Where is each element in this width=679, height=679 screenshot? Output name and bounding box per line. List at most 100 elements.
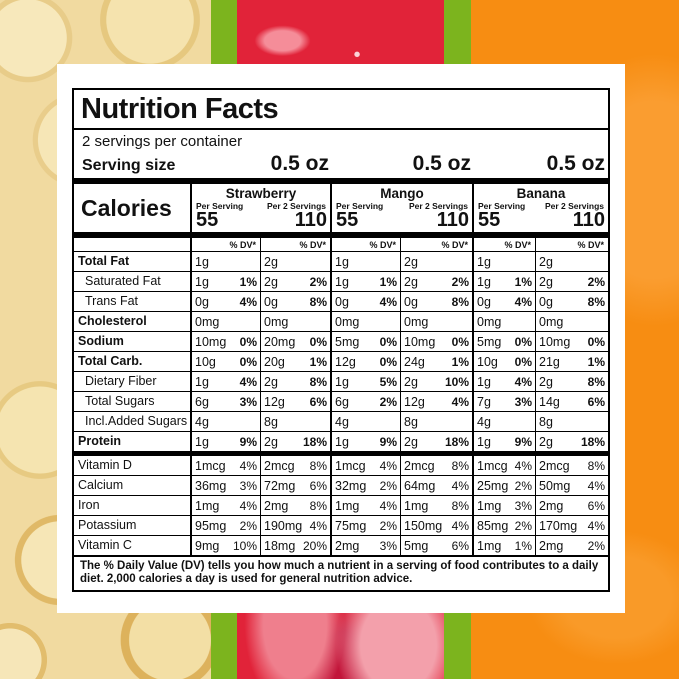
dv-header-spacer [74,238,192,251]
nutrient-amount: 2g [264,254,278,269]
nutrient-cell: 6g 3% [192,392,261,411]
table-row: Sodium 10mg 0% 20mg 0% 5mg 0% 10mg 0% 5mg 0% 10mg 0% [74,331,608,351]
nutrient-daily-value: 1% [514,538,532,553]
nutrient-daily-value: 6% [451,538,469,553]
nutrient-amount: 2g [264,434,278,449]
nutrient-name: Protein [74,432,192,451]
nutrient-daily-value: 2% [587,274,605,289]
nutrient-amount: 10mg [195,334,227,349]
nutrient-amount: 2g [264,274,278,289]
calories-per-2-servings-value: 110 [572,209,605,231]
serving-size-row: Serving size 0.5 oz 0.5 oz 0.5 oz [74,150,608,178]
nutrient-cell: 2mcg 8% [401,456,474,475]
nutrient-amount: 24g [404,354,425,369]
nutrient-amount: 5mg [404,538,429,553]
nutrient-cell: 8g [261,412,332,431]
nutrient-amount: 0mg [477,314,502,329]
flavor-name: Mango [380,186,424,201]
nutrient-cell: 1mcg 4% [474,456,536,475]
nutrient-amount: 1mg [477,538,502,553]
nutrient-amount: 64mg [404,478,436,493]
nutrient-name: Potassium [74,516,192,535]
nutrient-amount: 4g [195,414,209,429]
nutrient-amount: 2g [539,434,553,449]
nutrient-amount: 190mg [264,518,303,533]
nutrient-cell: 25mg 2% [474,476,536,495]
nutrition-label-card: Nutrition Facts 2 servings per container… [57,64,625,613]
per-2-servings-label: Per 2 Servings [408,201,468,211]
nutrient-daily-value: 1% [451,354,469,369]
nutrient-amount: 0mg [264,314,289,329]
nutrient-amount: 1g [195,274,209,289]
flavor-name: Banana [516,186,566,201]
nutrient-daily-value: 0% [514,354,532,369]
nutrient-cell: 2mg 3% [332,536,401,555]
nutrient-cell: 20mg 0% [261,332,332,351]
nutrient-daily-value: 4% [239,294,257,309]
calories-section: Calories Strawberry Per Serving Per 2 Serv… [74,184,608,232]
per-2-servings-label: Per 2 Servings [544,201,604,211]
nutrient-daily-value: 4% [379,294,397,309]
nutrient-cell: 36mg 3% [192,476,261,495]
table-row: Incl.Added Sugars 4g 8g 4g 8g 4g 8g [74,411,608,431]
per-serving-labels: Per Serving Per 2 Servings [332,201,472,211]
nutrient-cell: 1g [192,252,261,271]
nutrient-cell: 10g 0% [474,352,536,371]
nutrient-amount: 0mg [195,314,220,329]
nutrient-amount: 2mcg [404,458,435,473]
serving-size-value: 0.5 oz [546,152,605,175]
nutrient-name: Dietary Fiber [74,372,192,391]
nutrient-amount: 1g [335,374,349,389]
nutrient-cell: 75mg 2% [332,516,401,535]
nutrient-amount: 0mg [539,314,564,329]
per-serving-label: Per Serving [478,201,526,211]
nutrient-cell: 0g 8% [536,292,608,311]
nutrient-amount: 2g [539,274,553,289]
nutrient-daily-value: 2% [379,394,397,409]
nutrition-facts-title: Nutrition Facts [74,90,608,130]
nutrient-amount: 95mg [195,518,227,533]
nutrient-daily-value: 8% [587,458,605,473]
nutrient-amount: 4g [477,414,491,429]
nutrient-name: Sodium [74,332,192,351]
nutrient-amount: 6g [335,394,349,409]
nutrient-cell: 2g 2% [261,272,332,291]
nutrient-amount: 4g [335,414,349,429]
nutrient-cell: 14g 6% [536,392,608,411]
nutrient-daily-value: 2% [514,478,532,493]
nutrient-amount: 1mcg [477,458,508,473]
nutrient-name: Trans Fat [74,292,192,311]
dv-column-header: % DV* [577,240,604,250]
nutrient-cell: 2g [261,252,332,271]
nutrient-daily-value: 4% [587,478,605,493]
nutrient-amount: 0mg [335,314,360,329]
nutrient-daily-value: 0% [379,354,397,369]
nutrient-cell: 2g 18% [261,432,332,451]
nutrient-amount: 0g [335,294,349,309]
nutrient-amount: 1mg [404,498,429,513]
nutrient-daily-value: 0% [379,334,397,349]
table-row: Vitamin D 1mcg 4% 2mcg 8% 1mcg 4% 2mcg 8% 1mcg 4% 2… [74,456,608,475]
nutrient-cell: 0mg [474,312,536,331]
serving-size-value: 0.5 oz [270,152,329,175]
nutrient-daily-value: 2% [379,518,397,533]
servings-per-container: 2 servings per container [82,133,243,150]
nutrient-daily-value: 6% [309,478,327,493]
nutrient-amount: 2g [404,434,418,449]
nutrient-cell: 1g [474,252,536,271]
nutrient-cell: 1g 9% [332,432,401,451]
nutrient-amount: 36mg [195,478,227,493]
nutrient-cell: 64mg 4% [401,476,474,495]
nutrient-cell: 12g 6% [261,392,332,411]
nutrient-cell: 21g 1% [536,352,608,371]
nutrient-amount: 9mg [195,538,220,553]
nutrient-amount: 2mg [539,538,564,553]
nutrient-daily-value: 2% [451,274,469,289]
nutrient-name: Iron [74,496,192,515]
nutrient-daily-value: 8% [451,458,469,473]
calories-values: 55 110 [332,210,472,231]
dv-column-header: % DV* [401,238,474,251]
nutrient-cell: 12g 0% [332,352,401,371]
nutrient-name: Total Sugars [74,392,192,411]
nutrient-amount: 5mg [477,334,502,349]
